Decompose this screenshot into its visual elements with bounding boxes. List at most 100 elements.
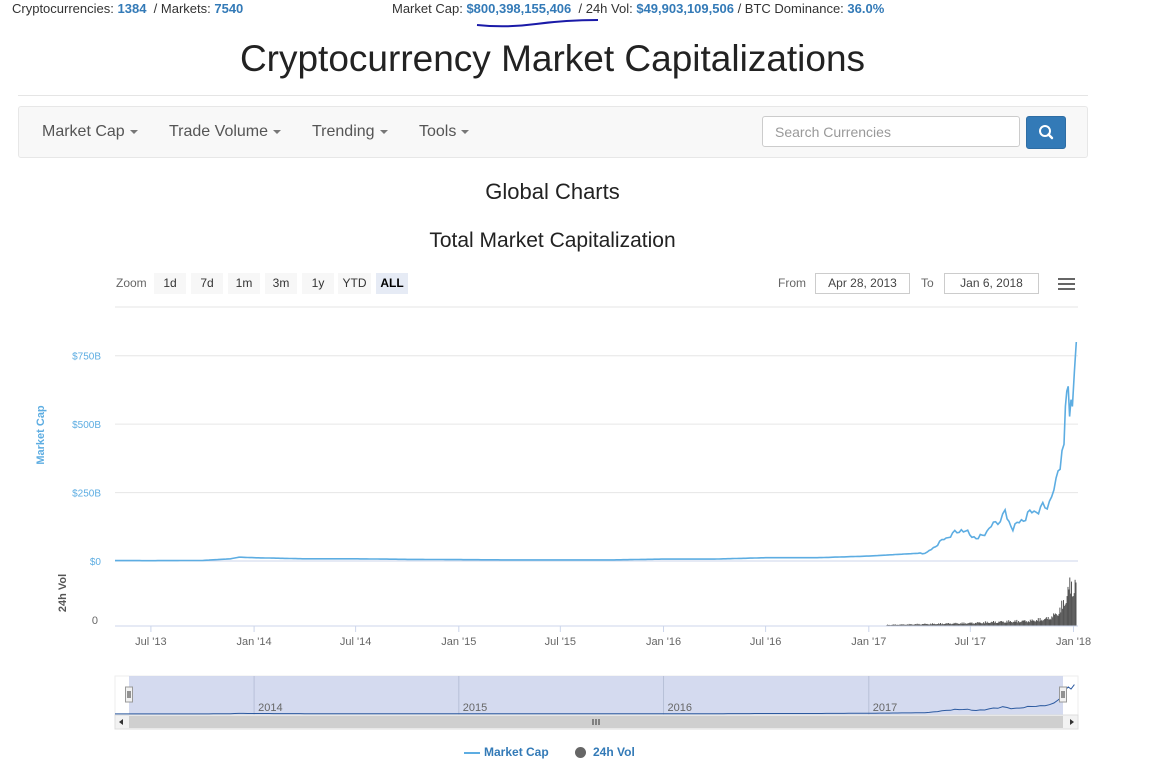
cryptos-count[interactable]: 1384: [117, 1, 147, 16]
volume-bar: [1075, 582, 1077, 626]
volume-bar: [1032, 620, 1034, 626]
nav-tools[interactable]: Tools: [419, 123, 470, 141]
volume-bar: [940, 624, 942, 626]
marketcap-value[interactable]: $800,398,155,406: [466, 1, 572, 16]
volume-bar: [1050, 619, 1052, 626]
volume-bar: [1014, 620, 1016, 626]
volume-bar: [942, 624, 944, 626]
to-date-input[interactable]: Jan 6, 2018: [944, 273, 1039, 294]
x-tick-label: Jan '16: [646, 636, 681, 648]
volume-bar: [959, 623, 961, 626]
volume-bar: [1027, 622, 1029, 626]
volume-bar: [1034, 621, 1036, 626]
volume-bar: [907, 624, 909, 626]
volume-bar: [957, 623, 959, 626]
volume-bar: [979, 622, 981, 626]
navbar: Market Cap Trade Volume Trending Tools: [18, 106, 1088, 158]
zoom-label: Zoom: [116, 276, 147, 290]
legend-24h-vol[interactable]: 24h Vol: [575, 745, 635, 759]
volume-bar: [915, 624, 917, 626]
zoom-1m-button[interactable]: 1m: [228, 273, 260, 294]
x-tick-label: Jan '14: [237, 636, 272, 648]
volume-bar: [913, 624, 915, 626]
volume-bar: [978, 622, 980, 626]
volume-bar: [946, 623, 948, 626]
nav-trending[interactable]: Trending: [312, 123, 388, 141]
y-tick-label: $250B: [72, 489, 101, 500]
zoom-ytd-button[interactable]: YTD: [338, 273, 371, 294]
legend-dot-icon: [575, 747, 586, 759]
dominance-value[interactable]: 36.0%: [847, 1, 885, 16]
volume-bar: [958, 624, 960, 626]
dominance-label: / BTC Dominance:: [737, 1, 844, 16]
search-button[interactable]: [1026, 116, 1066, 149]
volume-bar: [1037, 618, 1039, 626]
volume-bar: [887, 624, 889, 626]
navigator-selection-mask: [129, 676, 1063, 715]
x-tick-label: Jul '13: [135, 636, 166, 648]
volume-bar: [939, 624, 941, 626]
volume-bar: [914, 624, 916, 626]
vol-axis-label: 24h Vol: [57, 574, 69, 612]
nav-market-cap[interactable]: Market Cap: [42, 123, 138, 141]
scroll-grip-icon: [592, 719, 600, 725]
volume-bar: [894, 624, 896, 626]
volume-bar: [983, 622, 985, 626]
y-tick-label: $0: [90, 557, 102, 568]
scroll-left-arrow-icon[interactable]: [119, 719, 123, 725]
zoom-7d-button[interactable]: 7d: [191, 273, 223, 294]
volume-bar: [1043, 619, 1045, 626]
volume-bar: [971, 622, 973, 626]
x-tick-label: Jul '14: [340, 636, 371, 648]
volume-bar: [930, 623, 932, 626]
navigator-right-handle[interactable]: [1059, 686, 1067, 703]
volume-bar: [927, 624, 929, 626]
volume-bar: [964, 623, 966, 626]
x-tick-label: Jul '15: [545, 636, 576, 648]
volume-bar: [947, 623, 949, 626]
scrollbar-thumb[interactable]: [129, 716, 1063, 728]
navigator-left-handle[interactable]: [125, 686, 133, 703]
scrollbar-track[interactable]: [114, 714, 1079, 730]
volume-bar: [974, 623, 976, 626]
volume-bar: [984, 623, 985, 626]
volume-bar: [1072, 596, 1074, 626]
zoom-1y-button[interactable]: 1y: [302, 273, 334, 294]
volume-bar: [1025, 621, 1027, 626]
caret-down-icon: [129, 129, 138, 134]
scroll-right-arrow-icon[interactable]: [1070, 719, 1074, 725]
vol-value[interactable]: $49,903,109,506: [636, 1, 734, 16]
x-tick-label: Jan '18: [1056, 636, 1091, 648]
stats-left: Cryptocurrencies: 1384 / Markets: 7540: [12, 1, 243, 16]
nav-trade-volume[interactable]: Trade Volume: [169, 123, 282, 141]
volume-bar: [892, 624, 894, 626]
zoom-1d-button[interactable]: 1d: [154, 273, 186, 294]
y-axis-label: Market Cap: [35, 405, 47, 465]
zoom-all-button[interactable]: ALL: [376, 273, 408, 294]
from-date-input[interactable]: Apr 28, 2013: [815, 273, 910, 294]
section-title: Global Charts: [485, 179, 620, 204]
volume-bar: [973, 623, 975, 626]
volume-bar: [943, 624, 945, 626]
markets-count[interactable]: 7540: [214, 1, 244, 16]
zoom-3m-button[interactable]: 3m: [265, 273, 297, 294]
navigator-year-label: 2017: [873, 702, 897, 714]
volume-bar: [1073, 593, 1075, 626]
volume-bar: [914, 624, 915, 626]
volume-bar: [962, 624, 964, 626]
volume-bar: [953, 622, 955, 626]
volume-bar: [1008, 620, 1010, 626]
volume-bar: [997, 622, 999, 626]
volume-bar: [1038, 621, 1040, 626]
volume-bar: [992, 622, 994, 626]
legend-market-cap[interactable]: Market Cap: [464, 745, 549, 759]
volume-bar: [1059, 607, 1061, 626]
volume-bar: [948, 623, 950, 626]
volume-bar: [982, 623, 984, 626]
search-input[interactable]: [762, 116, 1020, 147]
volume-bar: [981, 623, 983, 626]
volume-bar: [956, 623, 958, 626]
hamburger-menu-icon[interactable]: [1058, 278, 1075, 291]
volume-bar: [1047, 617, 1049, 626]
volume-bar: [1060, 612, 1062, 626]
